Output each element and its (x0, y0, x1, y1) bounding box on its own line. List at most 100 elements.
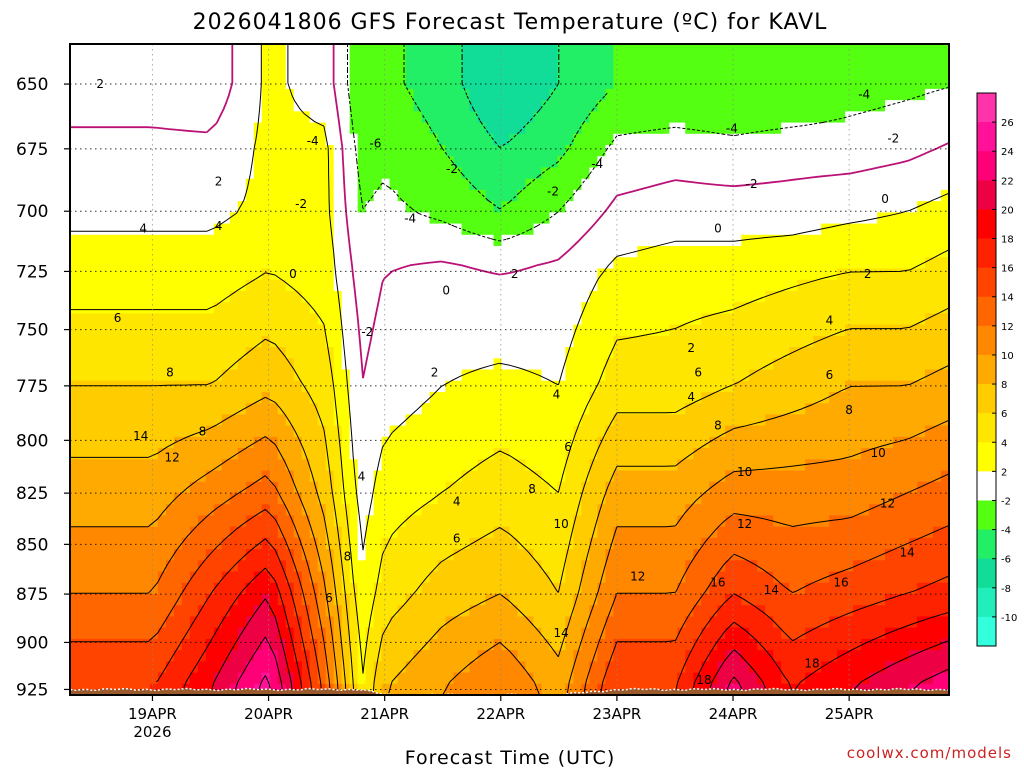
temperature-cell (749, 66, 758, 79)
temperature-cell (365, 380, 375, 393)
temperature-cell (333, 335, 343, 348)
temperature-cell (309, 526, 319, 539)
temperature-cell (613, 537, 622, 550)
temperature-cell (477, 537, 487, 550)
temperature-cell (685, 448, 694, 460)
temperature-cell (277, 436, 287, 449)
temperature-cell (349, 133, 359, 146)
temperature-cell (189, 313, 199, 326)
temperature-cell (397, 279, 407, 292)
temperature-cell (93, 246, 103, 258)
temperature-cell (245, 425, 255, 438)
temperature-cell (85, 661, 95, 674)
temperature-cell (285, 414, 295, 427)
temperature-cell (141, 201, 151, 213)
temperature-cell (517, 605, 527, 618)
temperature-cell (117, 246, 127, 258)
temperature-cell (253, 246, 263, 258)
temperature-cell (381, 582, 391, 595)
temperature-cell (701, 414, 710, 427)
temperature-cell (709, 189, 718, 202)
temperature-cell (349, 234, 359, 247)
temperature-cell (93, 470, 103, 483)
temperature-cell (501, 605, 511, 618)
temperature-cell (117, 77, 127, 90)
temperature-cell (245, 459, 255, 472)
temperature-cell (525, 481, 535, 494)
temperature-cell (717, 44, 726, 56)
temperature-cell (85, 201, 95, 213)
temperature-cell (205, 189, 215, 202)
temperature-cell (261, 111, 271, 124)
temperature-cell (621, 122, 630, 135)
temperature-cell (669, 178, 678, 191)
temperature-cell (717, 347, 726, 359)
temperature-cell (709, 335, 718, 348)
temperature-cell (125, 324, 135, 337)
temperature-cell (645, 470, 654, 483)
temperature-cell (573, 661, 583, 674)
temperature-cell (261, 605, 271, 618)
temperature-cell (373, 257, 383, 270)
temperature-cell (725, 223, 734, 236)
temperature-cell (325, 650, 335, 662)
temperature-cell (189, 66, 199, 79)
temperature-cell (741, 650, 750, 662)
temperature-cell (149, 425, 159, 438)
temperature-cell (285, 369, 295, 382)
temperature-cell (101, 100, 111, 112)
temperature-cell (717, 88, 726, 101)
temperature-cell (213, 380, 223, 393)
temperature-cell (253, 212, 263, 225)
temperature-cell (597, 122, 606, 135)
temperature-cell (253, 380, 263, 393)
temperature-cell (525, 201, 535, 213)
temperature-cell (629, 650, 638, 662)
temperature-cell (101, 616, 111, 629)
temperature-cell (333, 593, 343, 606)
temperature-cell (541, 201, 551, 213)
temperature-cell (253, 100, 263, 112)
temperature-cell (197, 257, 207, 270)
temperature-cell (205, 403, 215, 415)
temperature-cell (373, 425, 383, 438)
temperature-cell (229, 481, 239, 494)
temperature-cell (637, 100, 646, 112)
temperature-cell (629, 515, 638, 528)
temperature-cell (661, 391, 670, 404)
temperature-cell (437, 88, 447, 101)
temperature-cell (565, 156, 575, 169)
temperature-cell (453, 201, 463, 213)
temperature-cell (581, 347, 591, 359)
temperature-cell (149, 672, 159, 685)
temperature-cell (101, 268, 111, 281)
temperature-cell (77, 55, 87, 68)
temperature-cell (445, 436, 455, 449)
temperature-cell (165, 571, 175, 584)
temperature-cell (493, 481, 503, 494)
temperature-cell (565, 100, 575, 112)
temperature-cell (581, 470, 591, 483)
temperature-cell (445, 88, 455, 101)
temperature-cell (629, 335, 638, 348)
temperature-cell (165, 403, 175, 415)
temperature-cell (101, 246, 111, 258)
temperature-cell (133, 369, 143, 382)
temperature-cell (165, 145, 175, 157)
temperature-cell (725, 605, 734, 618)
temperature-cell (285, 347, 295, 359)
temperature-cell (445, 167, 455, 180)
temperature-cell (445, 459, 455, 472)
temperature-cell (357, 593, 367, 606)
temperature-cell (365, 403, 375, 415)
temperature-cell (517, 436, 527, 449)
temperature-cell (605, 347, 614, 359)
temperature-cell (357, 605, 367, 618)
temperature-cell (677, 425, 686, 438)
temperature-cell (621, 436, 630, 449)
temperature-cell (629, 234, 638, 247)
temperature-cell (389, 145, 399, 157)
temperature-cell (501, 313, 511, 326)
temperature-cell (597, 537, 606, 550)
temperature-cell (70, 470, 79, 483)
